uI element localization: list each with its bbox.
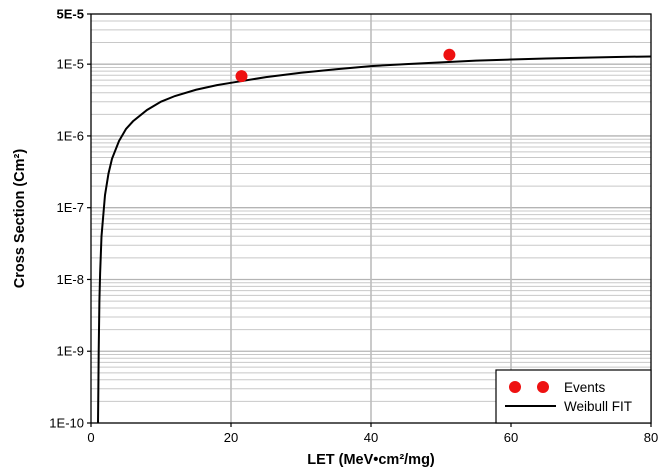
x-tick-label: 40 [364,430,378,445]
y-tick-label: 1E-7 [57,200,84,215]
y-tick-label: 1E-9 [57,344,84,359]
y-tick-label: 1E-6 [57,128,84,143]
major-gridlines [91,14,651,423]
weibull-fit-line [97,55,652,424]
y-axis-title: Cross Section (Cm²) [12,149,28,289]
y-tick-label: 1E-5 [57,57,84,72]
y-tick-label: 5E-5 [57,7,84,22]
y-axis-ticks: 1E-10 1E-9 1E-8 1E-7 1E-6 1E-5 5E-5 [49,7,91,431]
legend-label: Weibull FIT [564,399,632,414]
x-tick-label: 80 [644,430,658,445]
x-tick-label: 60 [504,430,518,445]
legend-marker-events [509,381,521,393]
event-point [235,70,248,83]
x-axis-ticks: 0 20 40 60 80 [87,423,658,445]
series-layer [97,48,652,424]
event-point [443,48,456,61]
y-tick-label: 1E-8 [57,272,84,287]
legend: Events Weibull FIT [495,369,652,424]
x-axis-title: LET (MeV•cm²/mg) [307,452,435,468]
x-tick-label: 0 [87,430,94,445]
legend-box [495,369,652,424]
x-tick-label: 20 [224,430,238,445]
legend-marker-events [537,381,549,393]
y-tick-label: 1E-10 [49,416,84,431]
legend-label: Events [564,380,606,395]
